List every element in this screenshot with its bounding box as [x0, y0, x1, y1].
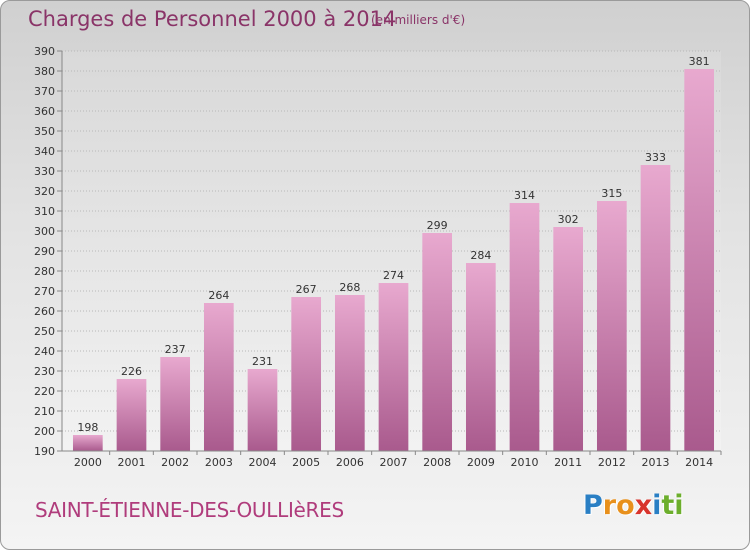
- bar: [334, 295, 365, 451]
- x-tick-label: 2006: [336, 456, 364, 469]
- logo-letter: r: [602, 490, 617, 521]
- bar: [422, 233, 453, 451]
- data-label: 299: [427, 219, 448, 232]
- data-label: 267: [296, 283, 317, 296]
- y-tick-label: 210: [34, 405, 55, 418]
- y-tick-label: 320: [34, 185, 55, 198]
- logo-letter: o: [616, 490, 635, 521]
- y-tick-label: 330: [34, 165, 55, 178]
- y-tick-label: 340: [34, 145, 55, 158]
- y-tick-label: 200: [34, 425, 55, 438]
- y-tick-label: 220: [34, 385, 55, 398]
- bar: [553, 227, 584, 451]
- bar: [509, 203, 540, 451]
- bar: [160, 357, 191, 451]
- axes: 190 200 210 220 230 240 250 260 270 280 290 300 310 3…: [34, 45, 722, 469]
- data-label: 381: [689, 55, 710, 68]
- data-label: 315: [601, 187, 622, 200]
- bar: [378, 283, 409, 451]
- data-label: 302: [558, 213, 579, 226]
- x-tick-label: 2001: [118, 456, 146, 469]
- y-tick-label: 370: [34, 85, 55, 98]
- logo-letter: i: [674, 490, 684, 521]
- data-label: 198: [77, 421, 98, 434]
- data-label: 268: [339, 281, 360, 294]
- data-label: 231: [252, 355, 273, 368]
- logo-letter: P: [583, 490, 603, 521]
- y-tick-label: 280: [34, 265, 55, 278]
- data-label: 333: [645, 151, 666, 164]
- y-tick-label: 240: [34, 345, 55, 358]
- data-label: 274: [383, 269, 404, 282]
- bar: [116, 379, 147, 451]
- logo-letter: x: [634, 490, 653, 521]
- x-tick-label: 2011: [554, 456, 582, 469]
- x-tick-label: 2013: [642, 456, 670, 469]
- data-label: 237: [165, 343, 186, 356]
- y-tick-label: 310: [34, 205, 55, 218]
- y-tick-label: 390: [34, 45, 55, 58]
- bar: [640, 165, 671, 451]
- x-tick-label: 2008: [423, 456, 451, 469]
- commune-name: SAINT-ÉTIENNE-DES-OULLIèRES: [35, 498, 344, 522]
- x-tick-label: 2000: [74, 456, 102, 469]
- proxiti-logo: Proxiti: [583, 490, 684, 521]
- data-label: 226: [121, 365, 142, 378]
- y-tick-label: 360: [34, 105, 55, 118]
- data-label: 284: [470, 249, 491, 262]
- bar: [465, 263, 496, 451]
- chart-subtitle: (en milliers d'€): [371, 13, 466, 27]
- y-tick-label: 350: [34, 125, 55, 138]
- chart-title: Charges de Personnel 2000 à 2014: [28, 7, 397, 31]
- bar: [203, 303, 234, 451]
- x-tick-label: 2007: [380, 456, 408, 469]
- y-tick-label: 290: [34, 245, 55, 258]
- y-tick-label: 380: [34, 65, 55, 78]
- bar: [684, 69, 715, 451]
- y-tick-label: 260: [34, 305, 55, 318]
- x-tick-label: 2005: [292, 456, 320, 469]
- x-tick-label: 2014: [685, 456, 713, 469]
- logo-letter: i: [652, 490, 662, 521]
- x-tick-label: 2010: [511, 456, 539, 469]
- y-tick-label: 270: [34, 285, 55, 298]
- y-tick-label: 230: [34, 365, 55, 378]
- y-tick-label: 190: [34, 445, 55, 458]
- bars: 198 226 237 264 231 267 268 274 299 284 314 302 315 3…: [72, 55, 715, 451]
- data-label: 264: [208, 289, 229, 302]
- x-tick-label: 2009: [467, 456, 495, 469]
- x-tick-label: 2012: [598, 456, 626, 469]
- bar: [72, 435, 103, 451]
- x-tick-label: 2003: [205, 456, 233, 469]
- x-tick-label: 2004: [249, 456, 277, 469]
- bar: [291, 297, 322, 451]
- bar: [247, 369, 278, 451]
- x-tick-label: 2002: [161, 456, 189, 469]
- logo-letter: t: [661, 490, 675, 521]
- bar: [596, 201, 627, 451]
- y-tick-label: 300: [34, 225, 55, 238]
- data-label: 314: [514, 189, 535, 202]
- y-tick-label: 250: [34, 325, 55, 338]
